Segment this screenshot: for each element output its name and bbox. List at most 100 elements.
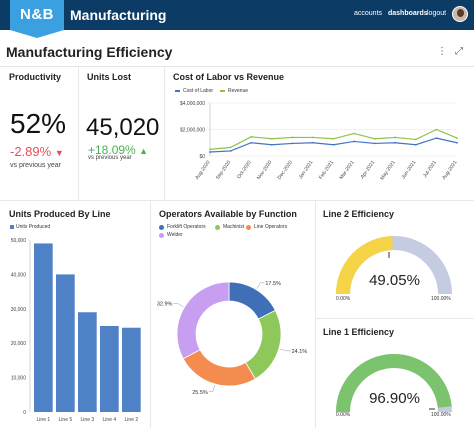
separator <box>315 200 316 428</box>
data-point <box>209 151 211 153</box>
data-point <box>332 137 335 140</box>
x-tick-label: Apr-2021 <box>360 160 377 180</box>
line1-gauge <box>336 353 452 413</box>
label-leader-line <box>256 282 265 289</box>
arrow-up-icon: ▲ <box>139 146 148 156</box>
y-tick-label: $4,000,000 <box>180 101 205 107</box>
y-tick-label: 0 <box>23 410 26 416</box>
legend-label: Revenue <box>228 88 249 94</box>
x-tick-label: Dec-2020 <box>277 160 294 181</box>
x-tick-label: Nov-2020 <box>256 160 273 181</box>
slice-welder <box>176 281 230 360</box>
legend-label: Line Operators <box>254 224 288 230</box>
data-point <box>353 132 355 135</box>
data-point <box>435 137 438 140</box>
x-tick-label: Aug-2021 <box>441 160 458 181</box>
data-point <box>332 143 335 146</box>
data-point <box>312 141 314 144</box>
separator <box>315 318 474 319</box>
bar-line-2 <box>122 327 141 412</box>
separator <box>150 200 151 428</box>
x-tick-label: Jun-2021 <box>401 160 418 181</box>
data-point <box>229 146 232 149</box>
data-point <box>414 143 417 146</box>
data-point <box>435 128 438 131</box>
x-tick-label: Line 3 <box>81 417 95 423</box>
line1-title: Line 1 Efficiency <box>323 327 395 337</box>
x-tick-label: Line 2 <box>125 417 139 423</box>
more-options-icon[interactable]: ⋮ <box>437 46 447 57</box>
label-leader-line <box>279 348 291 352</box>
line2-value: 49.05% <box>369 272 420 289</box>
label-leader-line <box>173 303 184 308</box>
units-lost-title: Units Lost <box>87 72 131 82</box>
avatar[interactable] <box>452 6 468 22</box>
page-title: Manufacturing Efficiency <box>6 44 173 60</box>
data-point <box>456 141 458 144</box>
x-tick-label: Oct-2020 <box>236 160 253 180</box>
slice-label: 17.5% <box>265 281 281 287</box>
logo[interactable]: N&B <box>10 0 64 38</box>
title-divider <box>0 66 474 67</box>
nav-dashboards[interactable]: dashboards <box>388 10 428 17</box>
logo-text: N&B <box>20 6 54 23</box>
y-tick-label: 20,000 <box>11 341 27 347</box>
data-point <box>291 142 294 145</box>
legend-label: Machinist <box>223 224 245 230</box>
legend-cost-of-labor: Cost of Labor <box>175 88 213 94</box>
line1-min: 0.00% <box>336 412 351 418</box>
y-tick-label: $0 <box>199 154 205 160</box>
productivity-value: 52% <box>10 108 67 139</box>
legend-label: Units Produced <box>16 224 51 230</box>
y-tick-label: $2,000,000 <box>180 128 205 134</box>
units-lost-delta: +18.09% <box>88 143 136 157</box>
x-tick-label: Line 1 <box>37 417 51 423</box>
data-point <box>270 137 273 140</box>
legend-machinist: Machinist <box>215 224 244 230</box>
y-tick-label: 50,000 <box>11 238 27 244</box>
operators-chart-title: Operators Available by Function <box>159 209 297 219</box>
slice-label: 24.1% <box>292 349 308 355</box>
line2-title: Line 2 Efficiency <box>323 209 395 219</box>
data-point <box>414 138 417 141</box>
line2-gauge <box>336 236 452 295</box>
brand-name: Manufacturing <box>70 7 167 23</box>
productivity-title: Productivity <box>9 72 62 82</box>
units-lost-note: vs previous year <box>88 155 132 161</box>
top-navigation-bar: N&B Manufacturing accounts dashboards lo… <box>0 0 474 38</box>
data-point <box>456 137 458 140</box>
slice-machinist <box>245 309 282 380</box>
gauge-fill <box>336 236 394 295</box>
units-bar-chart: 50,000 40,000 30,000 20,000 10,000 0 Line 1 Lin… <box>11 238 141 423</box>
legend-label: Welder <box>167 232 183 238</box>
data-point <box>209 148 211 151</box>
nav-accounts[interactable]: accounts <box>354 10 383 17</box>
data-point <box>250 135 253 138</box>
legend-revenue: Revenue <box>220 88 248 94</box>
x-tick-label: Jul-2021 <box>422 160 438 179</box>
line2-min: 0.00% <box>336 296 351 302</box>
label-leader-line <box>208 384 215 393</box>
legend-welder: Welder <box>159 232 183 238</box>
bar-line-1 <box>34 243 53 412</box>
x-tick-label: Mar-2021 <box>339 160 356 181</box>
x-tick-label: Feb-2021 <box>318 160 335 181</box>
bar-line-4 <box>100 326 119 412</box>
bar-line-3 <box>78 312 97 412</box>
x-tick-label: Jan-2021 <box>298 160 315 181</box>
data-point <box>353 140 355 143</box>
operators-donut-chart: 17.5% 24.1% 25.5% 32.9% <box>157 281 308 396</box>
x-tick-label: Aug-2020 <box>194 160 211 181</box>
legend-line-operators: Line Operators <box>246 224 287 230</box>
expand-icon[interactable]: ⤢ <box>455 46 463 57</box>
data-point <box>229 150 232 152</box>
x-tick-label: Line 4 <box>103 417 117 423</box>
bar-line-5 <box>56 274 75 412</box>
gauge-fill <box>336 353 452 413</box>
legend-label: Cost of Labor <box>183 88 214 94</box>
nav-logout[interactable]: logout <box>427 10 447 17</box>
data-point <box>250 141 253 144</box>
data-point <box>373 137 376 140</box>
productivity-note: vs previous year <box>10 162 61 169</box>
slice-line-operators <box>182 349 256 387</box>
